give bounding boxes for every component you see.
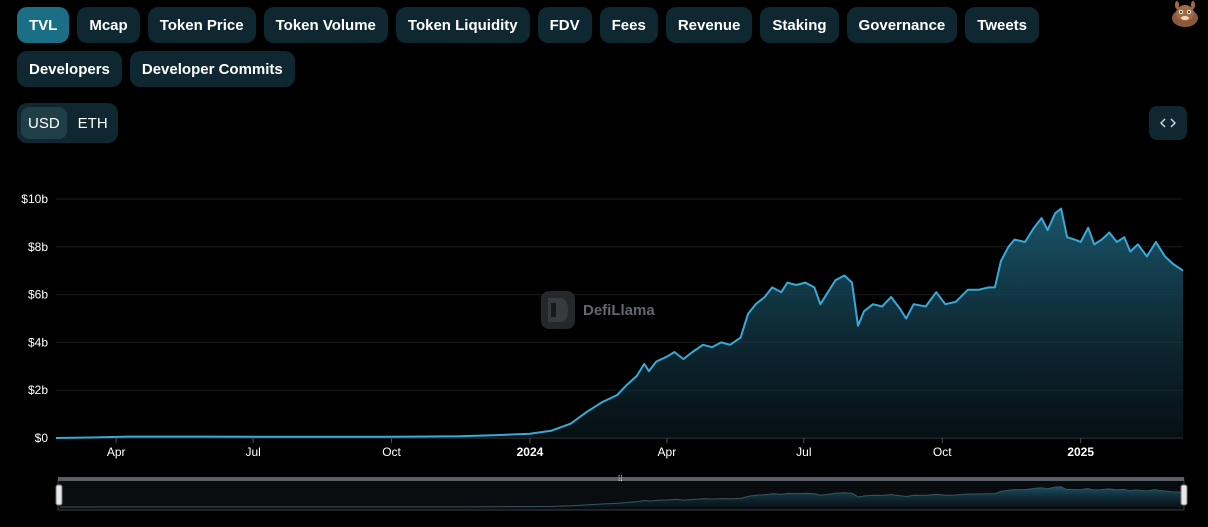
x-tick-label: Jul xyxy=(796,445,811,459)
y-tick-label: $2b xyxy=(28,383,48,397)
x-tick-label: 2024 xyxy=(517,445,544,459)
metric-tab-governance[interactable]: Governance xyxy=(846,7,958,43)
slider-grip-icon[interactable]: ⁞⁞ xyxy=(618,474,622,483)
slider-mini-area xyxy=(60,486,1182,507)
x-tick-label: 2025 xyxy=(1067,445,1094,459)
defillama-logo-icon xyxy=(541,291,575,329)
slider-top-bar[interactable] xyxy=(58,477,1184,481)
x-axis: Apr Jul Oct 2024 Apr Jul Oct 2025 xyxy=(107,438,1094,459)
metric-tab-tvl[interactable]: TVL xyxy=(17,7,70,43)
currency-toggle: USD ETH xyxy=(17,103,118,143)
y-tick-label: $0 xyxy=(35,431,49,445)
x-tick-label: Apr xyxy=(658,445,677,459)
metric-tab-fees[interactable]: Fees xyxy=(599,7,658,43)
x-tick-label: Apr xyxy=(107,445,126,459)
llama-avatar-icon[interactable] xyxy=(1168,0,1202,30)
metric-tab-token-price[interactable]: Token Price xyxy=(147,7,256,43)
watermark: DefiLlama xyxy=(541,291,655,329)
watermark-text: DefiLlama xyxy=(583,302,655,319)
y-tick-label: $4b xyxy=(28,335,48,349)
metric-tab-developer-commits[interactable]: Developer Commits xyxy=(129,51,295,87)
x-tick-label: Oct xyxy=(382,445,401,459)
y-tick-label: $6b xyxy=(28,288,48,302)
metric-tab-mcap[interactable]: Mcap xyxy=(77,7,140,43)
y-tick-label: $10b xyxy=(21,192,48,206)
range-slider[interactable]: ⁞⁞ xyxy=(55,474,1188,511)
metric-tab-developers[interactable]: Developers xyxy=(17,51,122,87)
metric-tab-token-liquidity[interactable]: Token Liquidity xyxy=(395,7,530,43)
currency-eth-button[interactable]: ETH xyxy=(71,107,115,139)
y-tick-label: $8b xyxy=(28,240,48,254)
metric-tab-revenue[interactable]: Revenue xyxy=(665,7,753,43)
metric-tab-tweets[interactable]: Tweets xyxy=(965,7,1040,43)
currency-usd-button[interactable]: USD xyxy=(21,107,67,139)
tvl-line xyxy=(55,207,1184,439)
slider-left-handle[interactable] xyxy=(55,484,63,506)
code-brackets-icon xyxy=(1160,118,1176,128)
tvl-area xyxy=(56,208,1183,438)
metric-tabs: TVL Mcap Token Price Token Volume Token Liqu… xyxy=(17,7,1127,87)
x-tick-label: Oct xyxy=(933,445,952,459)
embed-button[interactable] xyxy=(1149,106,1187,140)
slider-right-handle[interactable] xyxy=(1180,484,1188,506)
x-tick-label: Jul xyxy=(245,445,260,459)
metric-tab-token-volume[interactable]: Token Volume xyxy=(263,7,388,43)
slider-mini-line xyxy=(60,486,1183,508)
y-axis: $0 $2b $4b $6b $8b $10b xyxy=(21,192,48,445)
metric-tab-staking[interactable]: Staking xyxy=(760,7,839,43)
metric-tab-fdv[interactable]: FDV xyxy=(537,7,592,43)
